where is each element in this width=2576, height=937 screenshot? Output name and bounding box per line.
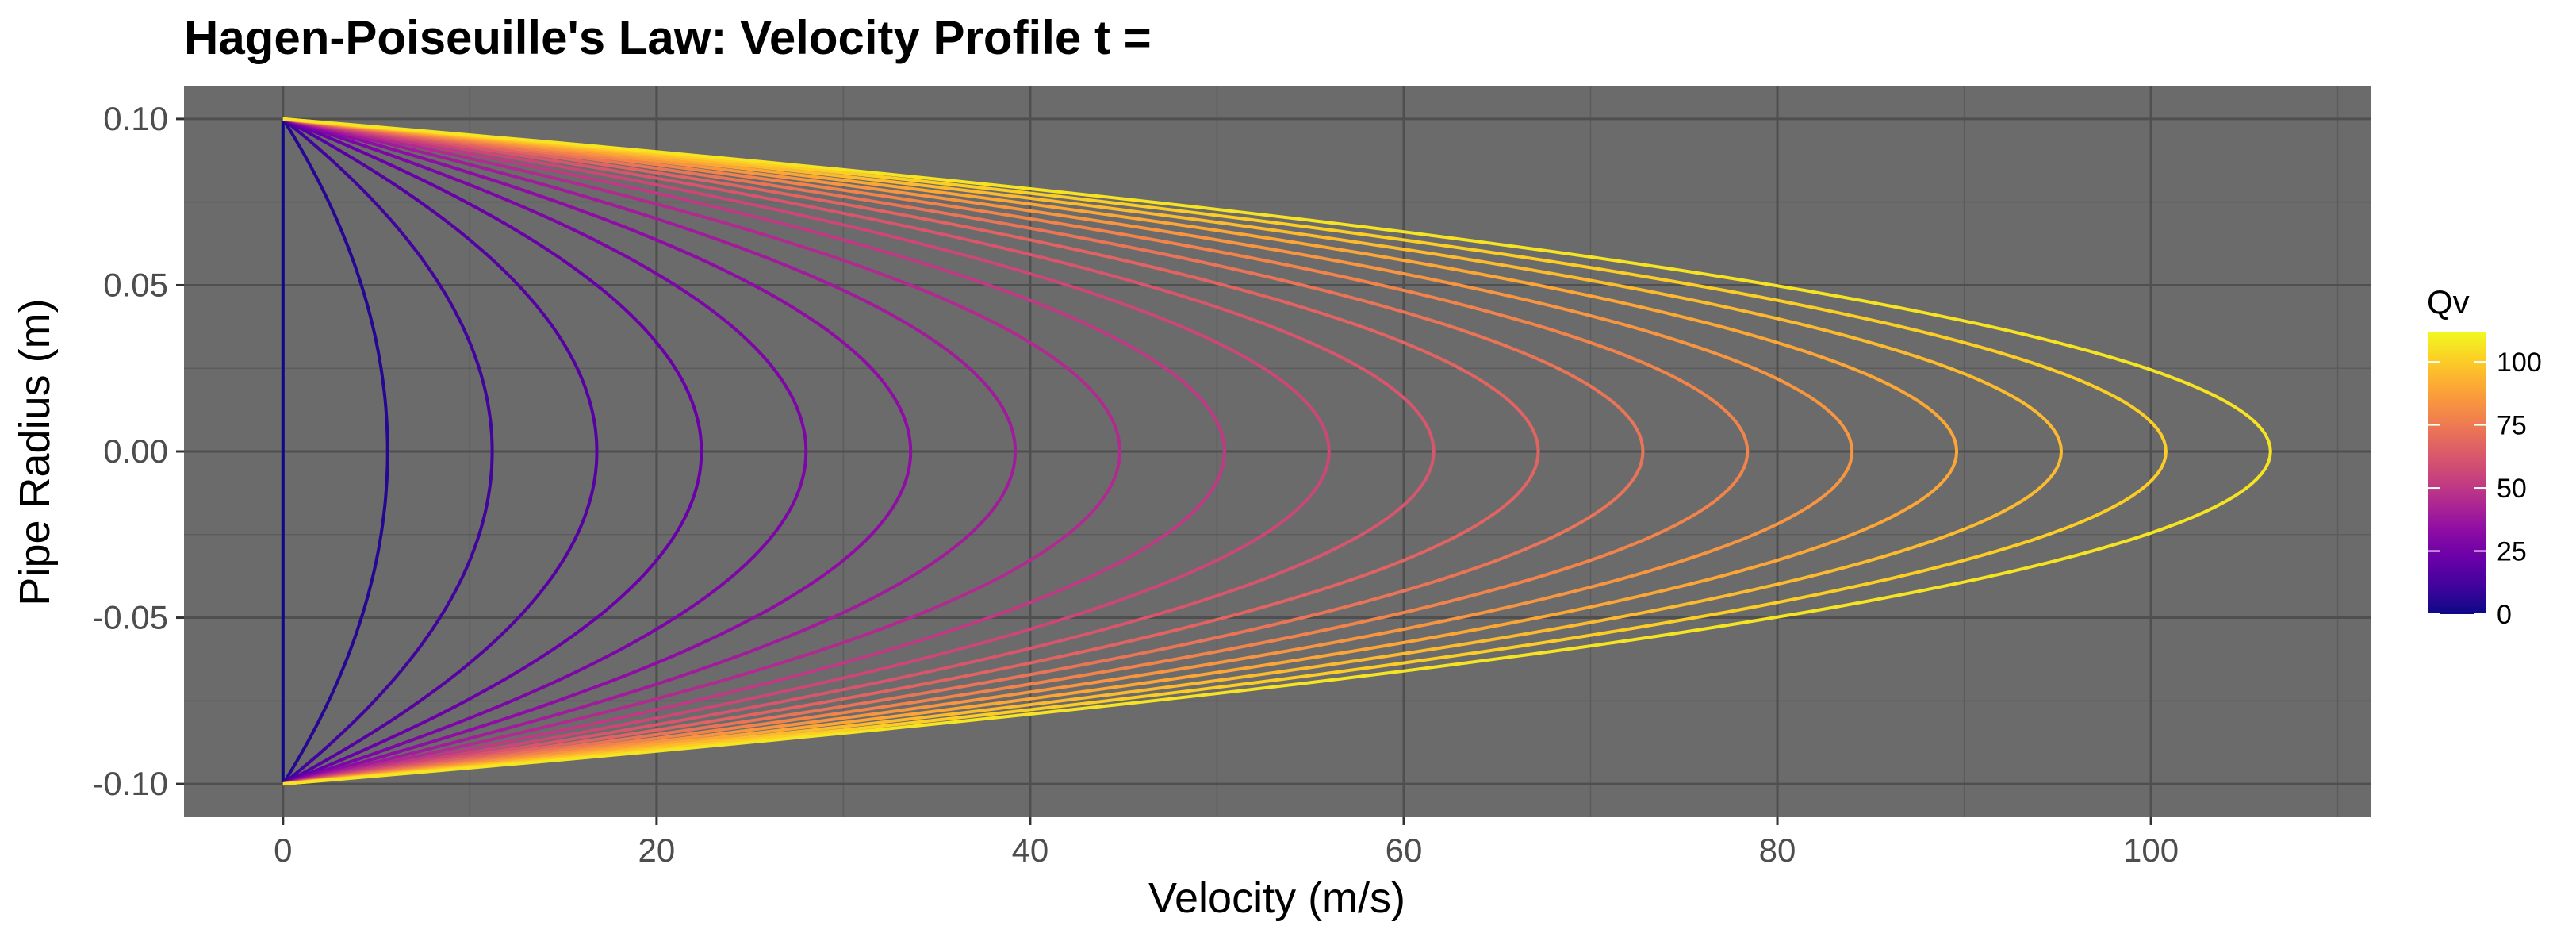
y-axis: -0.10 -0.05 0.00 0.05 0.10 (92, 100, 184, 802)
x-tick-label: 100 (2123, 831, 2179, 869)
velocity-profile-line (282, 117, 1540, 786)
velocity-profile-line (282, 117, 1018, 786)
chart-title: Hagen-Poiseuille's Law: Velocity Profile… (184, 11, 1152, 64)
velocity-profile-line (282, 117, 1959, 786)
velocity-profile-line (282, 117, 1750, 786)
velocity-profile-line (282, 117, 599, 785)
legend-ticks: 0 25 50 75 100 (2428, 348, 2542, 630)
series-layer (281, 117, 2272, 786)
x-tick-label: 20 (638, 831, 676, 869)
velocity-profile-line (282, 117, 1121, 786)
velocity-profile-line (282, 117, 1854, 786)
velocity-profile-line (282, 117, 2063, 786)
velocity-profile-line (282, 117, 2272, 786)
velocity-profile-line (282, 117, 1331, 786)
velocity-profile-line (282, 117, 703, 785)
legend-colorbar (2428, 332, 2486, 614)
y-tick-label: 0.10 (103, 100, 168, 137)
legend: Qv 0 25 50 75 100 (2427, 283, 2542, 630)
velocity-profile-line (282, 117, 1226, 786)
legend-tick-label: 75 (2497, 411, 2527, 441)
velocity-profile-line (282, 117, 808, 786)
y-tick-label: -0.10 (92, 765, 168, 802)
y-tick-label: 0.00 (103, 432, 168, 470)
x-tick-label: 0 (274, 831, 292, 869)
velocity-profile-line (282, 117, 913, 786)
legend-tick-label: 50 (2497, 474, 2527, 504)
velocity-profile-line (282, 117, 389, 785)
x-axis: 0 20 40 60 80 100 (274, 817, 2179, 869)
velocity-profile-line (282, 117, 2168, 786)
x-tick-label: 80 (1759, 831, 1796, 869)
y-axis-title: Pipe Radius (m) (11, 298, 59, 605)
velocity-profile-line (282, 117, 1436, 786)
x-tick-label: 40 (1012, 831, 1049, 869)
legend-tick-label: 0 (2497, 600, 2512, 630)
x-tick-label: 60 (1386, 831, 1423, 869)
velocity-profile-line (282, 117, 1645, 786)
x-axis-title: Velocity (m/s) (1148, 874, 1405, 922)
y-tick-label: 0.05 (103, 266, 168, 303)
velocity-profile-line (282, 117, 494, 785)
y-tick-label: -0.05 (92, 599, 168, 636)
legend-tick-label: 100 (2497, 348, 2542, 378)
legend-title: Qv (2427, 283, 2470, 321)
legend-tick-label: 25 (2497, 537, 2527, 567)
